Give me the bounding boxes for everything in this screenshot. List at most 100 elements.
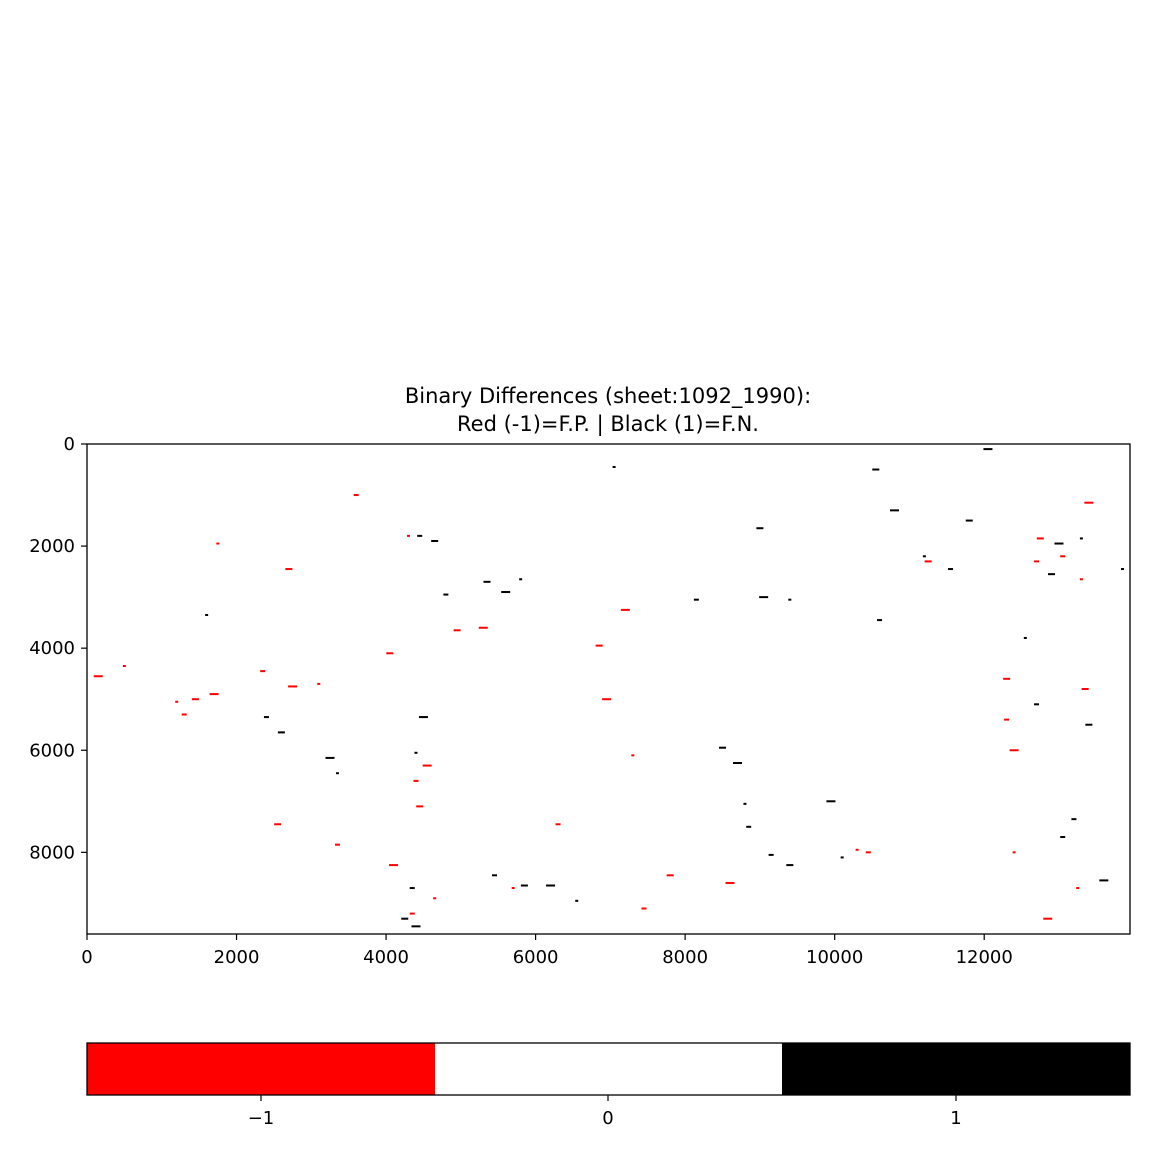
x-tick-label: 2000 [214, 947, 260, 968]
false-negative-mark [1121, 568, 1125, 571]
false-negative-mark [759, 596, 769, 599]
colorbar-ticks: −1 0 1 [248, 1095, 962, 1129]
false-negative-mark [826, 800, 836, 803]
false-negative-mark [693, 598, 699, 601]
false-positive-mark [285, 568, 293, 571]
chart-subtitle: Red (-1)=F.P. | Black (1)=F.N. [457, 412, 759, 437]
y-axis: 0 2000 4000 6000 8000 [29, 434, 87, 863]
false-positive-marks [93, 494, 1094, 920]
false-negative-mark [1079, 537, 1083, 540]
false-negative-mark [575, 899, 579, 902]
plot-area [86, 443, 1131, 935]
false-positive-mark [353, 494, 359, 497]
false-negative-mark [277, 731, 285, 734]
false-negative-mark [431, 539, 439, 542]
y-tick-label: 6000 [29, 740, 75, 761]
false-positive-mark [602, 698, 612, 701]
false-negative-mark [768, 853, 774, 856]
false-positive-mark [1012, 851, 1016, 854]
false-positive-mark [924, 560, 932, 563]
plot-background [87, 444, 1130, 934]
false-negative-mark [1047, 573, 1055, 576]
y-tick-label: 4000 [29, 638, 75, 659]
false-negative-mark [414, 751, 418, 754]
x-tick-label: 0 [81, 947, 92, 968]
false-negative-mark [612, 465, 616, 468]
false-negative-mark [786, 864, 794, 867]
false-positive-mark [641, 907, 647, 910]
false-negative-mark [501, 591, 511, 594]
x-tick-label: 6000 [513, 947, 559, 968]
false-positive-mark [406, 534, 410, 537]
false-negative-mark [1054, 542, 1064, 545]
false-positive-mark [122, 665, 126, 668]
false-positive-mark [409, 912, 415, 915]
colorbar-segment-positive [782, 1043, 1130, 1095]
false-positive-mark [389, 864, 399, 867]
false-negative-mark [889, 509, 899, 512]
false-negative-mark [1034, 703, 1040, 706]
false-negative-mark [417, 534, 423, 537]
false-positive-mark [260, 670, 266, 673]
false-negative-mark [483, 580, 491, 583]
false-positive-mark [555, 823, 561, 826]
false-positive-mark [511, 887, 515, 890]
false-positive-mark [1043, 917, 1053, 920]
false-negative-mark [1099, 879, 1109, 882]
false-negative-mark [965, 519, 973, 522]
false-negative-mark [788, 598, 792, 601]
false-positive-mark [216, 542, 220, 545]
false-negative-mark [1071, 818, 1077, 821]
false-negative-mark [411, 925, 421, 928]
false-negative-mark [1060, 836, 1066, 839]
false-positive-mark [433, 897, 437, 900]
false-positive-mark [1034, 560, 1040, 563]
x-tick-label: 8000 [662, 947, 708, 968]
false-positive-mark [317, 682, 321, 685]
false-positive-mark [334, 843, 340, 846]
false-positive-mark [93, 675, 103, 678]
false-positive-mark [1081, 688, 1089, 690]
false-negative-mark [1023, 636, 1027, 639]
false-positive-mark [1009, 749, 1019, 752]
false-negative-mark [401, 917, 409, 920]
false-negative-mark [840, 856, 844, 859]
false-negative-mark [443, 593, 449, 596]
false-positive-mark [422, 764, 432, 767]
false-negative-mark [746, 825, 752, 828]
false-positive-mark [1060, 555, 1066, 558]
colorbar: −1 0 1 [86, 1042, 1131, 1129]
false-positive-mark [386, 652, 394, 655]
false-positive-mark [175, 700, 179, 703]
y-tick-label: 2000 [29, 536, 75, 557]
false-positive-mark [288, 685, 298, 688]
false-positive-mark [191, 698, 199, 701]
false-negative-mark [983, 448, 993, 451]
false-positive-mark [274, 823, 282, 826]
false-negative-mark [325, 756, 335, 759]
false-positive-mark [416, 805, 424, 808]
x-tick-label: 12000 [956, 947, 1013, 968]
false-negative-mark [409, 887, 415, 890]
false-positive-mark [1036, 537, 1044, 540]
false-negative-mark [546, 884, 556, 887]
false-positive-mark [1076, 887, 1080, 890]
false-negative-mark [1085, 723, 1093, 726]
false-positive-mark [855, 848, 859, 851]
y-tick-label: 0 [64, 434, 75, 455]
false-negative-mark [491, 874, 497, 877]
false-negative-mark [922, 555, 926, 558]
false-positive-mark [413, 779, 419, 782]
false-positive-mark [1004, 718, 1010, 721]
false-negative-mark [743, 802, 747, 805]
false-negative-mark [519, 578, 523, 581]
false-positive-mark [631, 754, 635, 757]
false-positive-mark [1003, 677, 1011, 680]
plot-frame [86, 443, 1131, 935]
x-axis: 0 2000 4000 6000 8000 10000 12000 [81, 934, 1013, 968]
false-positive-mark [620, 608, 630, 611]
colorbar-segment-negative [87, 1043, 435, 1095]
false-positive-mark [1079, 578, 1083, 581]
false-negative-marks [205, 448, 1125, 928]
